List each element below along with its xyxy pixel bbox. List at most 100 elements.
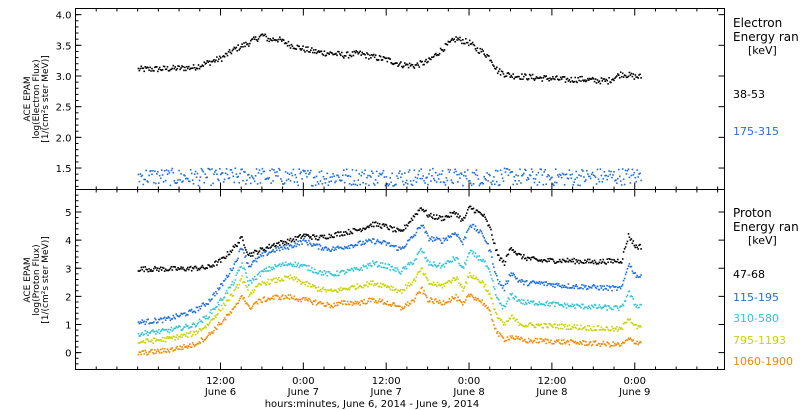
proton-point [420, 268, 422, 270]
electron-point [418, 170, 421, 172]
electron-point [434, 179, 436, 182]
electron-point [272, 37, 274, 39]
proton-point [313, 235, 316, 238]
proton-point [609, 286, 611, 289]
electron-point [274, 39, 276, 41]
proton-point [356, 283, 359, 285]
electron-point [517, 174, 519, 177]
proton-point [417, 227, 420, 229]
proton-point [249, 252, 251, 255]
proton-point [495, 249, 497, 252]
proton-point [468, 225, 471, 228]
proton-point [196, 323, 199, 325]
electron-ytick-label-4: 3.5 [56, 41, 72, 52]
electron-point [629, 182, 632, 184]
proton-point [232, 294, 235, 297]
electron-point [150, 70, 152, 72]
electron-point [184, 66, 186, 69]
proton-point [359, 240, 361, 243]
electron-point [158, 66, 161, 69]
electron-point [600, 174, 603, 177]
electron-point [595, 82, 598, 84]
electron-point [461, 42, 463, 45]
proton-point [427, 279, 429, 281]
proton-point [367, 300, 369, 302]
proton-point [367, 225, 369, 228]
proton-point [463, 287, 465, 290]
proton-point [216, 328, 218, 331]
proton-point [143, 320, 145, 323]
proton-point [296, 236, 299, 238]
electron-point [505, 168, 508, 170]
proton-point [224, 292, 227, 295]
electron-point [354, 183, 357, 186]
proton-point [599, 285, 602, 287]
electron-point [434, 53, 436, 56]
xtick-date-label-2: June 7 [370, 387, 402, 398]
proton-point [163, 270, 166, 272]
electron-point [258, 36, 261, 38]
proton-point [300, 264, 302, 266]
proton-point [363, 284, 365, 287]
proton-point [485, 241, 487, 243]
proton-point [378, 223, 381, 225]
proton-point [412, 262, 415, 265]
proton-point [514, 320, 516, 322]
proton-point [211, 298, 213, 300]
proton-point [281, 262, 284, 264]
proton-point [561, 304, 564, 307]
electron-point [352, 183, 355, 185]
proton-point [588, 306, 591, 309]
electron-point [251, 176, 254, 179]
proton-point [481, 280, 483, 282]
proton-point [180, 348, 182, 351]
proton-point [310, 269, 312, 272]
electron-point [530, 168, 533, 170]
proton-point [326, 301, 329, 304]
electron-point [175, 182, 177, 184]
proton-point [637, 343, 639, 346]
proton-point [378, 298, 381, 300]
proton-point [398, 289, 400, 292]
proton-point [521, 337, 523, 340]
electron-point [317, 50, 320, 52]
electron-point [499, 169, 502, 171]
electron-point [230, 169, 233, 171]
electron-point [481, 182, 483, 184]
proton-point [570, 260, 573, 263]
electron-point [279, 36, 281, 39]
proton-point [227, 299, 230, 302]
proton-point [207, 324, 209, 327]
proton-point [528, 322, 531, 324]
proton-point [158, 318, 160, 321]
electron-ytick-label-3: 3.0 [56, 72, 72, 83]
proton-point [412, 279, 415, 282]
proton-point [373, 301, 376, 304]
proton-point [386, 300, 389, 303]
electron-point [463, 42, 465, 45]
proton-point [513, 316, 515, 319]
electron-point [224, 52, 227, 55]
proton-point [350, 285, 353, 287]
proton-point [408, 263, 411, 266]
proton-point [557, 327, 560, 330]
proton-point [577, 259, 579, 262]
proton-point [363, 227, 365, 230]
proton-point [348, 247, 351, 249]
proton-point [250, 307, 253, 309]
proton-point [441, 303, 444, 306]
electron-point [627, 168, 630, 170]
proton-point [210, 298, 212, 301]
electron-point [620, 75, 623, 78]
proton-point [150, 340, 152, 343]
proton-point [598, 261, 601, 264]
proton-point [182, 348, 184, 350]
electron-point [435, 171, 437, 174]
proton-point [371, 283, 373, 286]
electron-point [373, 56, 376, 59]
electron-point [408, 169, 411, 171]
proton-point [444, 215, 447, 218]
electron-point [187, 178, 189, 180]
electron-point [512, 73, 514, 75]
proton-point [608, 343, 610, 345]
